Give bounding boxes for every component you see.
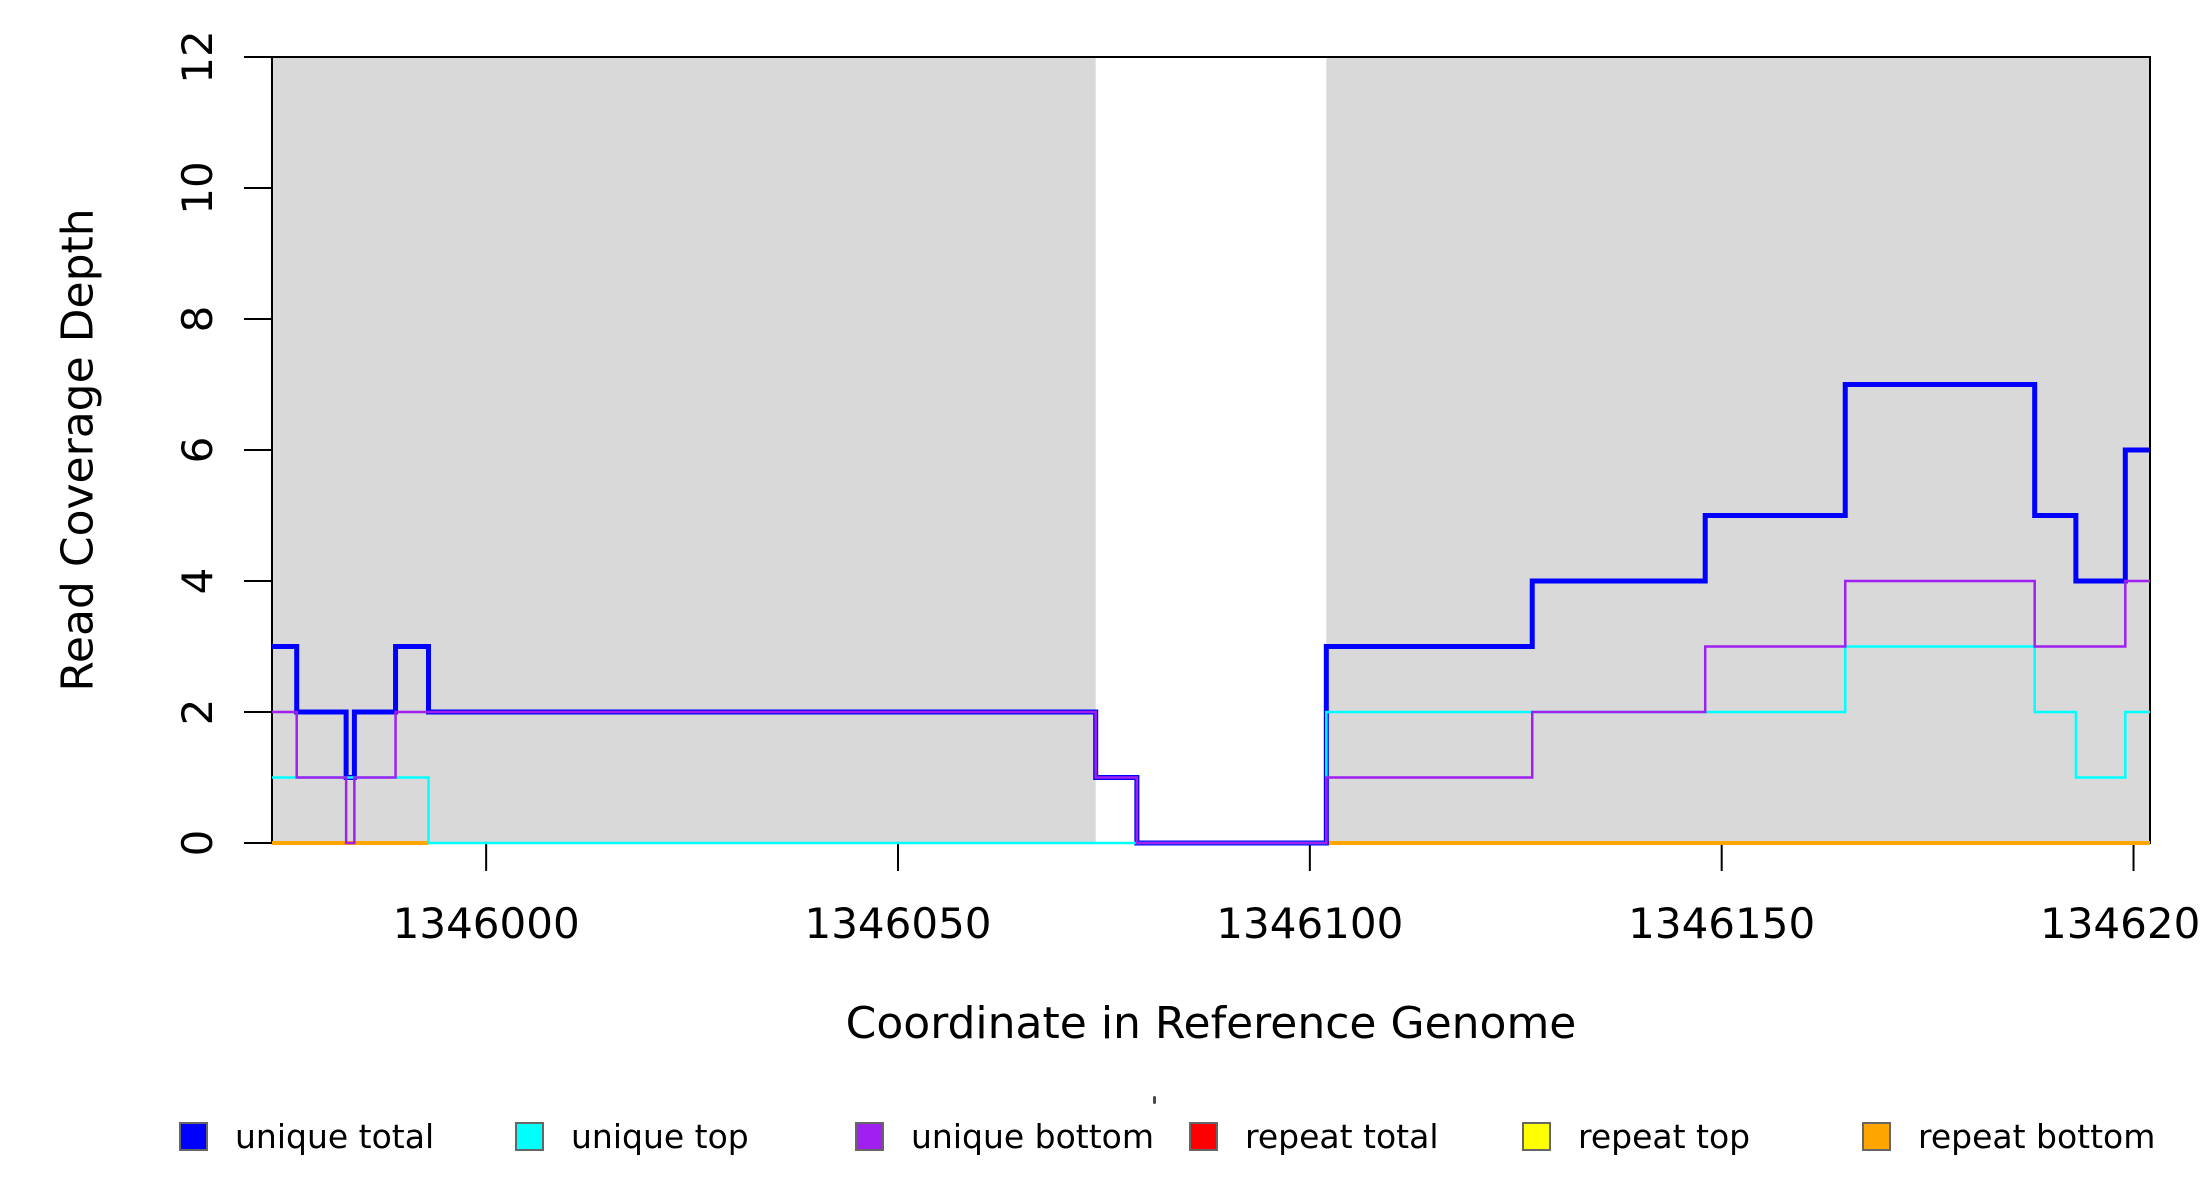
series-unique-bottom — [272, 579, 2150, 845]
y-tick-label: 12 — [173, 30, 222, 83]
y-tick-label: 2 — [173, 699, 222, 726]
x-tick-label: 1346050 — [804, 899, 991, 948]
y-tick-label: 4 — [173, 568, 222, 595]
x-axis-title: Coordinate in Reference Genome — [845, 998, 1577, 1049]
y-tick-label: 10 — [173, 161, 222, 214]
y-tick-label: 8 — [173, 306, 222, 333]
stray-mark — [1153, 1096, 1156, 1104]
y-tick-label: 0 — [173, 830, 222, 857]
x-tick-label: 1346150 — [1628, 899, 1815, 948]
x-tick-label: 1346100 — [1216, 899, 1403, 948]
y-tick-label: 6 — [173, 437, 222, 464]
y-axis-title: Read Coverage Depth — [52, 208, 104, 692]
shaded-region — [1326, 57, 2150, 843]
series-unique-top — [272, 645, 2150, 845]
x-tick-label: 1346000 — [393, 899, 580, 948]
